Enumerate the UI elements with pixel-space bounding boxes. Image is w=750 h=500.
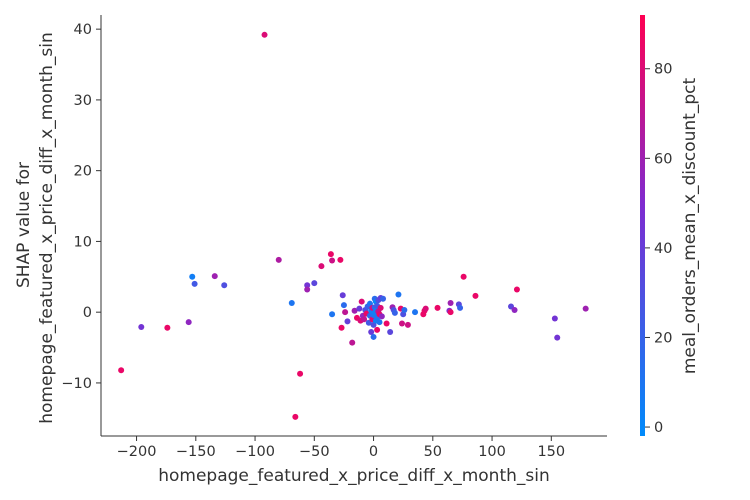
data-point — [275, 256, 282, 263]
data-point — [340, 302, 347, 309]
data-point — [189, 273, 196, 280]
y-axis-label-line2: homepage_featured_x_price_diff_x_month_s… — [37, 32, 57, 424]
y-tick-label: 40 — [74, 22, 92, 38]
x-axis-label: homepage_featured_x_price_diff_x_month_s… — [158, 466, 550, 486]
data-point — [387, 328, 394, 335]
data-point — [138, 324, 145, 331]
y-tick-label: −10 — [61, 376, 92, 392]
data-point — [376, 319, 383, 326]
data-point — [211, 273, 218, 280]
data-point — [118, 367, 125, 374]
y-tick-label: 10 — [74, 234, 92, 250]
colorbar-tick-label: 20 — [654, 330, 672, 346]
colorbar-tick-label: 80 — [654, 62, 672, 78]
data-point — [551, 315, 558, 322]
x-tick-label: 50 — [424, 444, 442, 460]
x-tick-label: −100 — [235, 444, 275, 460]
y-axis-label-line1: SHAP value for — [14, 162, 34, 288]
data-point — [391, 309, 398, 316]
data-point — [404, 321, 411, 328]
data-points — [118, 31, 589, 420]
data-point — [311, 280, 318, 287]
data-point — [191, 280, 198, 287]
data-point — [261, 31, 268, 38]
x-axis-ticks: −200 −150 −100 −50 0 50 100 150 — [117, 436, 565, 460]
colorbar-tick-label: 60 — [654, 151, 672, 167]
data-point — [288, 299, 295, 306]
data-point — [338, 324, 345, 331]
y-tick-label: 20 — [74, 164, 92, 180]
colorbar-ticks: 0 20 40 60 80 — [645, 62, 672, 436]
x-tick-label: −50 — [299, 444, 330, 460]
colorbar-tick-label: 40 — [654, 241, 672, 257]
data-point — [337, 256, 344, 263]
data-point — [513, 286, 520, 293]
data-point — [344, 318, 351, 325]
data-point — [378, 313, 385, 320]
data-point — [329, 311, 336, 318]
data-point — [554, 334, 561, 341]
x-tick-label: 100 — [478, 444, 506, 460]
data-point — [447, 309, 454, 316]
data-point — [460, 273, 467, 280]
data-point — [221, 282, 228, 289]
data-point — [339, 292, 346, 299]
data-point — [327, 251, 334, 258]
data-point — [358, 298, 365, 305]
data-point — [380, 295, 387, 302]
colorbar: 0 20 40 60 80 meal_orders_mean_x_discount_pc… — [640, 15, 700, 436]
data-point — [472, 292, 479, 299]
data-point — [447, 299, 454, 306]
data-point — [351, 307, 358, 314]
data-point — [511, 307, 518, 314]
x-tick-label: −200 — [117, 444, 157, 460]
x-tick-label: −150 — [176, 444, 216, 460]
colorbar-label: meal_orders_mean_x_discount_pct — [680, 78, 700, 375]
data-point — [164, 324, 171, 331]
data-point — [292, 413, 299, 420]
x-tick-label: 150 — [537, 444, 565, 460]
data-point — [370, 333, 377, 340]
data-point — [422, 305, 429, 312]
data-point — [329, 257, 336, 264]
data-point — [185, 319, 192, 326]
data-point — [582, 305, 589, 312]
data-point — [318, 263, 325, 270]
data-point — [356, 305, 363, 312]
data-point — [304, 282, 311, 289]
data-point — [361, 316, 368, 323]
y-tick-label: 30 — [74, 93, 92, 109]
data-point — [412, 309, 419, 316]
data-point — [457, 304, 464, 311]
data-point — [349, 339, 356, 346]
y-axis-ticks: −10 0 10 20 30 40 — [61, 22, 101, 392]
colorbar-tick-label: 0 — [654, 420, 663, 436]
data-point — [395, 291, 402, 298]
y-tick-label: 0 — [83, 305, 92, 321]
data-point — [304, 286, 311, 293]
data-point — [368, 328, 375, 335]
data-point — [374, 326, 381, 333]
data-point — [377, 304, 384, 311]
data-point — [383, 320, 390, 327]
data-point — [434, 304, 441, 311]
data-point — [297, 370, 304, 377]
data-point — [342, 309, 349, 316]
data-point — [398, 320, 405, 327]
colorbar-gradient — [640, 15, 645, 436]
x-tick-label: 0 — [369, 444, 378, 460]
data-point — [401, 307, 408, 314]
